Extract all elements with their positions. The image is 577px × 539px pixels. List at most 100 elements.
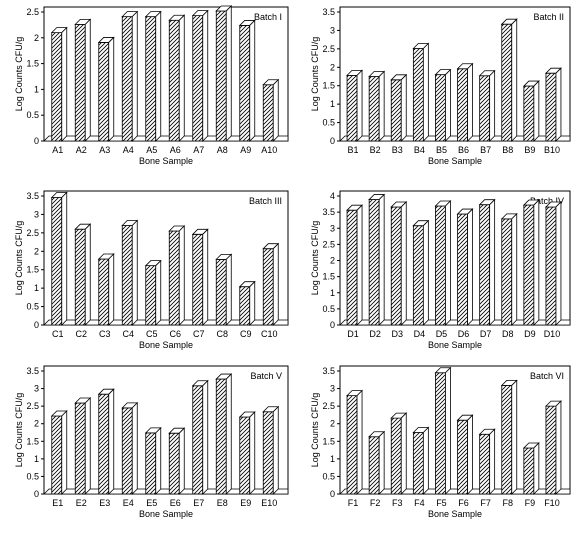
chart-title: Batch VI: [530, 371, 564, 381]
bar-side: [445, 200, 451, 326]
bar-side: [272, 78, 279, 142]
x-tick-label: C10: [261, 329, 278, 339]
bar-front: [215, 10, 227, 142]
bar-front: [262, 84, 274, 142]
bar-D5: [434, 200, 452, 326]
x-tick-label: A8: [217, 145, 228, 155]
bar-side: [84, 397, 91, 495]
bar-front: [545, 405, 557, 495]
bar-side: [400, 200, 407, 326]
y-tick-label: 3: [34, 209, 39, 219]
bar-front: [121, 16, 133, 142]
bar-side: [356, 389, 363, 495]
bar-front: [501, 385, 513, 495]
y-tick-label: 0.5: [322, 118, 335, 128]
bar-D9: [522, 199, 540, 326]
y-axis-label: Log Counts CFU/g: [14, 393, 24, 468]
bar-E2: [74, 397, 92, 495]
x-tick-label: E6: [170, 498, 181, 508]
y-tick-label: 2.5: [322, 401, 335, 411]
y-tick-label: 0.5: [26, 302, 39, 312]
x-tick-label: B1: [348, 145, 359, 155]
bar-front: [74, 402, 86, 495]
bar-A7: [191, 9, 209, 142]
bar-side: [61, 191, 68, 326]
bar-front: [98, 393, 110, 495]
bar-side: [422, 42, 429, 142]
x-tick-label: B7: [480, 145, 491, 155]
bar-side: [61, 410, 68, 495]
x-tick-label: C3: [99, 329, 111, 339]
bar-front: [435, 205, 446, 326]
bar-side: [84, 18, 91, 142]
bar-C7: [191, 228, 209, 326]
x-tick-label: E8: [217, 498, 228, 508]
y-tick-label: 0.5: [322, 471, 335, 481]
bar-side: [155, 259, 162, 326]
x-tick-label: F6: [458, 498, 469, 508]
bar-E6: [168, 427, 186, 495]
bar-front: [545, 72, 557, 142]
bar-side: [422, 426, 429, 495]
bar-side: [202, 379, 209, 495]
x-tick-label: E3: [99, 498, 110, 508]
x-axis-label: Bone Sample: [139, 340, 193, 350]
bar-C1: [50, 191, 68, 326]
bar-side: [555, 67, 562, 142]
bar-front: [457, 213, 468, 326]
bar-front: [98, 42, 110, 142]
x-tick-label: C1: [52, 329, 64, 339]
bar-side: [178, 225, 185, 326]
y-tick-label: 1: [330, 99, 335, 109]
x-tick-label: A3: [99, 145, 110, 155]
x-tick-label: B9: [524, 145, 535, 155]
bar-front: [239, 25, 251, 142]
y-tick-label: 2: [330, 419, 335, 429]
x-tick-label: C8: [216, 329, 228, 339]
x-tick-label: C5: [146, 329, 158, 339]
y-tick-label: 0: [330, 489, 335, 499]
bar-B10: [544, 67, 562, 142]
x-tick-label: F2: [370, 498, 381, 508]
bar-E3: [97, 388, 115, 495]
bar-E1: [50, 410, 68, 495]
y-tick-label: 1.5: [322, 436, 335, 446]
y-tick-label: 3: [330, 25, 335, 35]
y-tick-label: 3: [330, 384, 335, 394]
bar-front: [479, 75, 491, 142]
bar-front: [479, 204, 491, 326]
bar-C4: [121, 219, 139, 326]
y-axis-label: Log Counts CFU/g: [14, 37, 24, 112]
bar-side: [356, 69, 363, 142]
y-axis-label: Log Counts CFU/g: [310, 393, 320, 468]
x-tick-label: B10: [544, 145, 560, 155]
chart-panel-3: 0 0.5 1 1.5 2 2.5 3 3.5 Log Counts CFU/g Bone Sam…: [14, 190, 289, 350]
bar-front: [145, 265, 157, 326]
bar-side: [533, 441, 540, 495]
y-axis-label: Log Counts CFU/g: [310, 221, 320, 296]
x-tick-label: F7: [480, 498, 491, 508]
bar-front: [545, 206, 557, 326]
chart-panel-4: 0 0.5 1 1.5 2 2.5 3 3.5 4 Log Counts CFU/g Bone Sa…: [310, 190, 571, 350]
bar-front: [121, 407, 133, 495]
x-tick-label: B6: [458, 145, 469, 155]
y-tick-label: 1.5: [26, 265, 39, 275]
y-tick-label: 3.5: [26, 366, 39, 376]
y-tick-label: 0: [330, 136, 335, 146]
bar-F4: [412, 426, 430, 495]
bar-front: [523, 204, 535, 326]
x-tick-label: E7: [193, 498, 204, 508]
bar-side: [467, 208, 473, 326]
y-tick-label: 0.5: [322, 304, 335, 314]
bar-B1: [346, 69, 364, 142]
bar-C9: [238, 280, 256, 326]
chart-panel-2: 0 0.5 1 1.5 2 2.5 3 3.5 Log Counts CFU/g Bone Sam…: [310, 6, 571, 166]
bar-A5: [144, 10, 162, 142]
bar-front: [239, 286, 251, 326]
bar-side: [422, 219, 429, 326]
bar-side: [131, 10, 138, 142]
bar-front: [192, 385, 204, 495]
x-tick-label: E1: [52, 498, 63, 508]
x-tick-label: D6: [458, 329, 470, 339]
x-tick-label: F10: [544, 498, 560, 508]
